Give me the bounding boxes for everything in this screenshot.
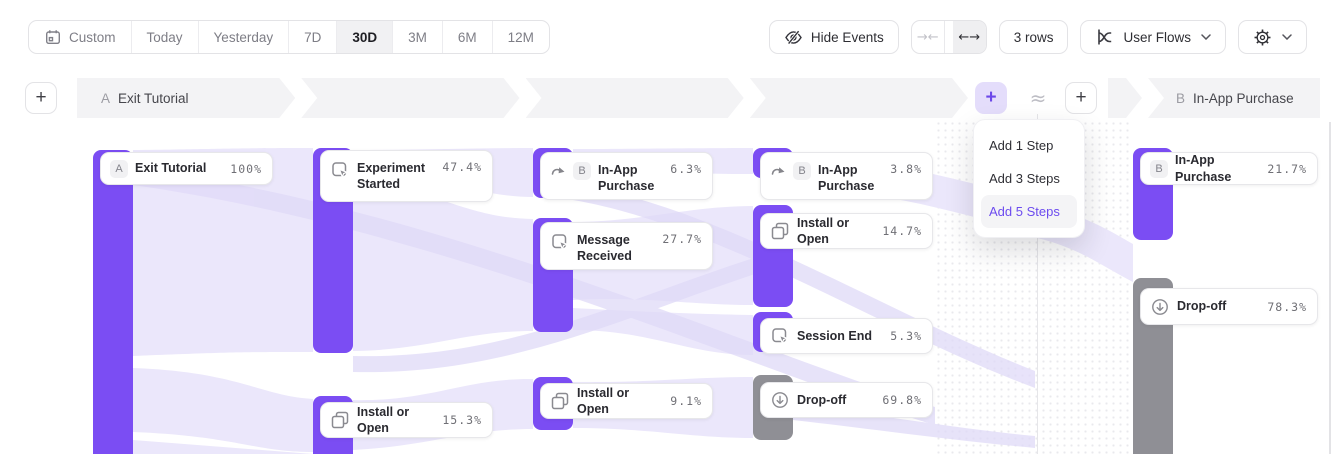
- flow-section-divider: [1037, 84, 1038, 454]
- settings-button[interactable]: [1238, 20, 1307, 54]
- collapse-arrows-icon: →←: [916, 29, 939, 45]
- approx-symbol: ≈: [1022, 82, 1054, 114]
- view-selector-button[interactable]: User Flows: [1080, 20, 1226, 54]
- date-range-6m[interactable]: 6M: [443, 21, 493, 53]
- cursor-click-icon: [330, 160, 350, 180]
- date-range-7d[interactable]: 7D: [289, 21, 338, 53]
- flow-b-badge: B: [1150, 159, 1168, 178]
- rows-button[interactable]: 3 rows: [998, 20, 1069, 54]
- event-card-message-received[interactable]: Message Received 27.7%: [540, 222, 713, 270]
- menu-item-add-3-steps[interactable]: Add 3 Steps: [989, 171, 1060, 186]
- calendar-icon: [44, 28, 62, 46]
- layers-icon: [770, 221, 790, 241]
- flow-a-step-banner: A Exit Tutorial: [77, 78, 968, 118]
- event-card-session-end[interactable]: Session End 5.3%: [760, 318, 933, 354]
- event-card-in-app-purchase-2[interactable]: B In-App Purchase 3.8%: [760, 152, 933, 200]
- jump-arrow-icon: [770, 162, 786, 178]
- drop-off-icon: [1150, 297, 1170, 317]
- add-steps-menu: Add 1 Step Add 3 Steps Add 5 Steps: [973, 119, 1085, 238]
- panel-right-edge: [1329, 122, 1331, 454]
- event-card-drop-off-1[interactable]: Drop-off 69.8%: [760, 382, 933, 418]
- flow-b-badge: B: [793, 162, 811, 180]
- date-range-control: Custom Today Yesterday 7D 30D 3M 6M 12M: [28, 20, 550, 54]
- add-step-before-b-button[interactable]: +: [1065, 82, 1097, 114]
- event-card-exit-tutorial[interactable]: A Exit Tutorial 100%: [100, 152, 273, 185]
- collapse-columns-button[interactable]: →←: [912, 21, 945, 53]
- flow-b-title: B In-App Purchase: [1148, 91, 1294, 106]
- add-flow-button[interactable]: +: [25, 82, 57, 114]
- flow-a-badge: A: [110, 159, 128, 178]
- layers-icon: [330, 410, 350, 430]
- gear-icon: [1253, 28, 1272, 47]
- chevron-down-icon: [1201, 34, 1211, 40]
- flow-a-letter: A: [101, 90, 111, 106]
- flow-a-title: A Exit Tutorial: [77, 91, 189, 106]
- date-range-12m[interactable]: 12M: [507, 29, 534, 45]
- cursor-click-icon: [770, 326, 790, 346]
- flow-a-step-4: [750, 78, 968, 118]
- add-steps-button[interactable]: +: [975, 82, 1007, 114]
- flow-a-step-1[interactable]: A Exit Tutorial: [77, 78, 295, 118]
- toolbar-right: Hide Events →← ←→ 3 rows: [768, 20, 1307, 54]
- chevron-down-icon: [1282, 34, 1292, 40]
- flow-b-name: In-App Purchase: [1193, 90, 1294, 106]
- event-card-install-or-open-3[interactable]: Install or Open 14.7%: [760, 213, 933, 249]
- layers-icon: [550, 391, 570, 411]
- node-bar-exit-tutorial[interactable]: [93, 150, 133, 454]
- date-range-custom[interactable]: Custom: [29, 21, 132, 53]
- event-card-experiment-started[interactable]: Experiment Started 47.4%: [320, 150, 493, 202]
- rows-label: 3 rows: [1013, 29, 1054, 45]
- view-label: User Flows: [1123, 29, 1191, 45]
- cursor-click-icon: [550, 232, 570, 252]
- expand-arrows-icon: ←→: [958, 29, 981, 45]
- event-card-in-app-purchase-b[interactable]: B In-App Purchase 21.7%: [1140, 152, 1318, 185]
- flow-b-step-banner[interactable]: B In-App Purchase: [1148, 78, 1320, 118]
- drop-off-icon: [770, 390, 790, 410]
- date-range-30d[interactable]: 30D: [337, 21, 394, 53]
- menu-item-add-5-steps[interactable]: Add 5 Steps: [981, 195, 1077, 228]
- jump-arrow-icon: [550, 162, 566, 178]
- flow-a-name: Exit Tutorial: [118, 90, 189, 106]
- event-card-install-or-open-1[interactable]: Install or Open 15.3%: [320, 402, 493, 438]
- hide-events-button[interactable]: Hide Events: [768, 20, 899, 54]
- date-range-today[interactable]: Today: [132, 21, 199, 53]
- flow-b-badge: B: [573, 162, 591, 180]
- date-range-yesterday[interactable]: Yesterday: [199, 21, 290, 53]
- expand-columns-button[interactable]: ←→: [952, 21, 986, 53]
- date-range-label: Custom: [69, 29, 116, 45]
- event-card-install-or-open-2[interactable]: Install or Open 9.1%: [540, 383, 713, 419]
- hide-events-label: Hide Events: [810, 29, 884, 45]
- date-range-3m[interactable]: 3M: [393, 21, 443, 53]
- width-toggle-group: →← ←→: [910, 20, 987, 54]
- flow-a-step-3: [526, 78, 744, 118]
- toolbar: Custom Today Yesterday 7D 30D 3M 6M 12M: [0, 0, 1336, 70]
- user-flows-icon: [1095, 27, 1115, 47]
- event-card-drop-off-b[interactable]: Drop-off 78.3%: [1140, 288, 1318, 325]
- eye-off-icon: [784, 28, 803, 47]
- menu-item-add-1-step[interactable]: Add 1 Step: [989, 138, 1054, 153]
- event-card-in-app-purchase-1[interactable]: B In-App Purchase 6.3%: [540, 152, 713, 200]
- flow-a-step-2: [301, 78, 519, 118]
- flow-b-letter: B: [1176, 90, 1186, 106]
